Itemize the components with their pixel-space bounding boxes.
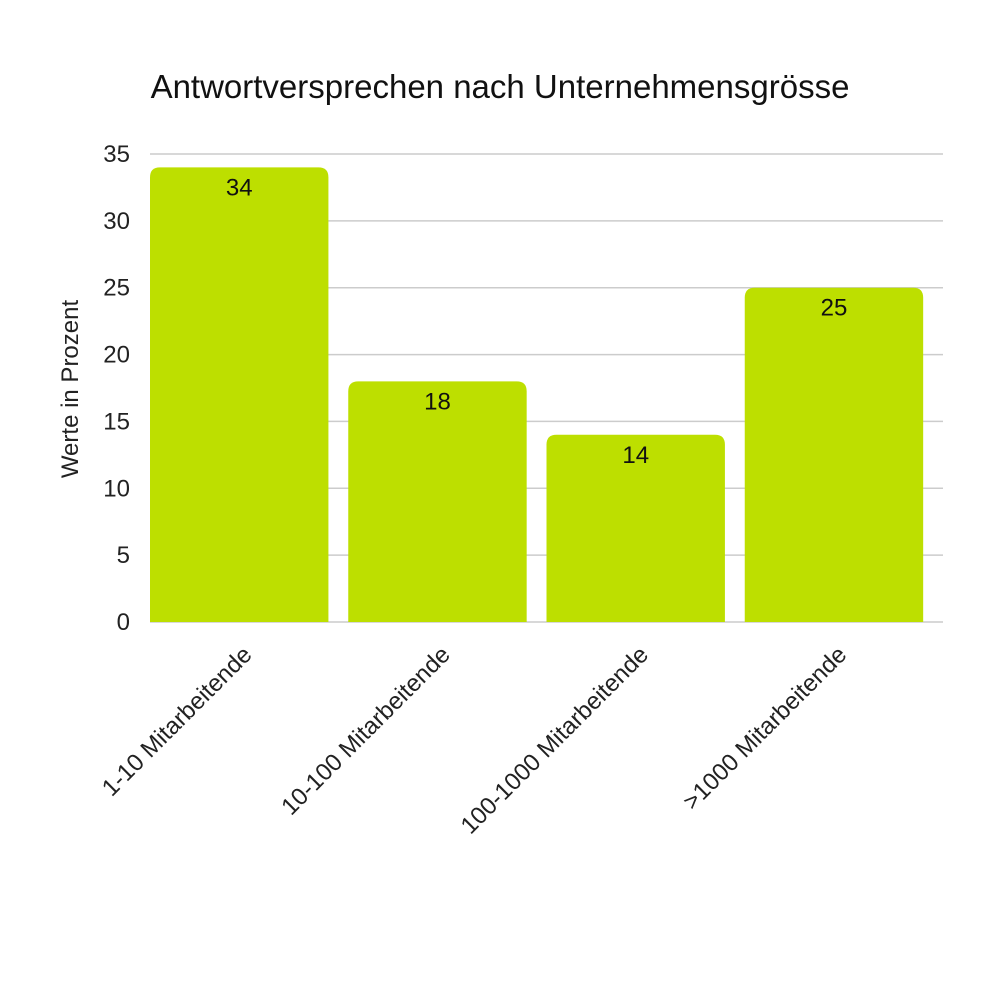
x-tick-label: >1000 Mitarbeitende (678, 641, 852, 815)
y-tick-label: 0 (117, 609, 130, 636)
x-tick-label: 1-10 Mitarbeitende (97, 641, 258, 802)
data-label: 25 (821, 295, 848, 322)
y-tick-label: 35 (103, 141, 130, 168)
y-tick-label: 15 (103, 408, 130, 435)
bar (348, 381, 527, 622)
data-label: 14 (622, 442, 649, 469)
data-label: 18 (424, 388, 451, 415)
y-tick-label: 30 (103, 208, 130, 235)
data-label: 34 (226, 174, 253, 201)
x-axis-ticks: 1-10 Mitarbeitende 10-100 Mitarbeitende 10… (97, 641, 852, 839)
x-tick-label: 10-100 Mitarbeitende (276, 641, 455, 820)
y-axis-label: Werte in Prozent (57, 300, 84, 479)
y-tick-label: 10 (103, 475, 130, 502)
bar (744, 287, 924, 622)
x-tick-label: 100-1000 Mitarbeitende (456, 641, 654, 839)
bars (150, 167, 924, 622)
y-axis-ticks: 0 5 10 15 20 25 30 35 (103, 141, 130, 636)
y-tick-label: 20 (103, 342, 130, 369)
y-tick-label: 25 (103, 275, 130, 302)
chart-title: Antwortversprechen nach Unternehmensgrös… (151, 68, 850, 105)
data-labels: 34 18 14 25 (226, 174, 847, 468)
y-tick-label: 5 (117, 542, 130, 569)
bar (150, 167, 329, 622)
bar (546, 434, 725, 622)
